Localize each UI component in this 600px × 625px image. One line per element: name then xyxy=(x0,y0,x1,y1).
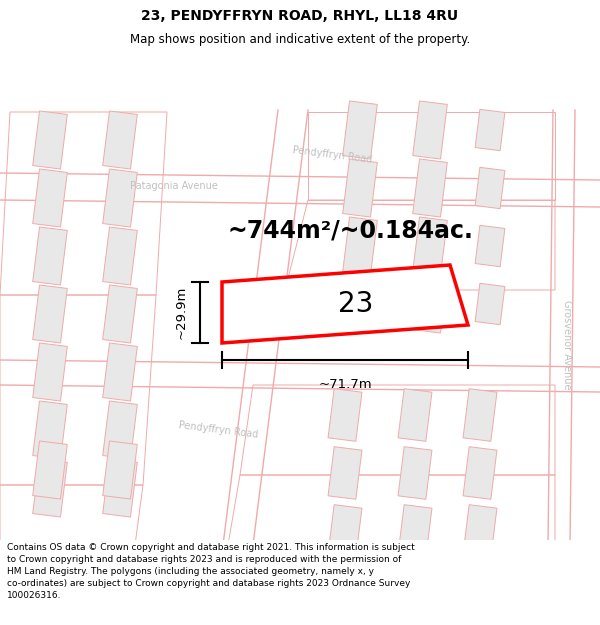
Polygon shape xyxy=(413,275,448,333)
Polygon shape xyxy=(103,227,137,285)
Text: Contains OS data © Crown copyright and database right 2021. This information is : Contains OS data © Crown copyright and d… xyxy=(7,542,415,600)
Polygon shape xyxy=(103,441,137,499)
Polygon shape xyxy=(413,217,448,275)
Polygon shape xyxy=(398,389,432,441)
Polygon shape xyxy=(32,459,67,517)
Polygon shape xyxy=(413,159,448,217)
Polygon shape xyxy=(475,226,505,267)
Text: Pendyffryn Road: Pendyffryn Road xyxy=(292,145,373,165)
Polygon shape xyxy=(475,168,505,209)
Polygon shape xyxy=(463,505,497,558)
Polygon shape xyxy=(103,111,137,169)
Polygon shape xyxy=(413,101,448,159)
Text: Patagonia Avenue: Patagonia Avenue xyxy=(130,181,218,191)
Polygon shape xyxy=(32,227,67,285)
Polygon shape xyxy=(328,505,362,558)
Polygon shape xyxy=(222,265,468,343)
Polygon shape xyxy=(103,459,137,517)
Polygon shape xyxy=(343,101,377,159)
Polygon shape xyxy=(32,285,67,343)
Polygon shape xyxy=(32,111,67,169)
Text: ~29.9m: ~29.9m xyxy=(175,285,188,339)
Polygon shape xyxy=(103,285,137,343)
Polygon shape xyxy=(343,275,377,333)
Polygon shape xyxy=(328,389,362,441)
Polygon shape xyxy=(475,109,505,151)
Text: ~71.7m: ~71.7m xyxy=(318,378,372,391)
Polygon shape xyxy=(103,169,137,227)
Polygon shape xyxy=(328,447,362,499)
Text: 23: 23 xyxy=(338,290,373,318)
Polygon shape xyxy=(343,159,377,217)
Text: Map shows position and indicative extent of the property.: Map shows position and indicative extent… xyxy=(130,33,470,46)
Polygon shape xyxy=(463,447,497,499)
Polygon shape xyxy=(398,447,432,499)
Polygon shape xyxy=(398,505,432,558)
Text: ~744m²/~0.184ac.: ~744m²/~0.184ac. xyxy=(227,218,473,242)
Polygon shape xyxy=(103,343,137,401)
Polygon shape xyxy=(32,401,67,459)
Polygon shape xyxy=(463,389,497,441)
Text: Grosvenor Avenue: Grosvenor Avenue xyxy=(562,300,572,390)
Polygon shape xyxy=(475,283,505,324)
Text: 23, PENDYFFRYN ROAD, RHYL, LL18 4RU: 23, PENDYFFRYN ROAD, RHYL, LL18 4RU xyxy=(142,9,458,24)
Polygon shape xyxy=(32,441,67,499)
Polygon shape xyxy=(103,401,137,459)
Polygon shape xyxy=(32,169,67,227)
Text: Pendyffryn Road: Pendyffryn Road xyxy=(178,420,259,440)
Polygon shape xyxy=(343,217,377,275)
Polygon shape xyxy=(32,343,67,401)
